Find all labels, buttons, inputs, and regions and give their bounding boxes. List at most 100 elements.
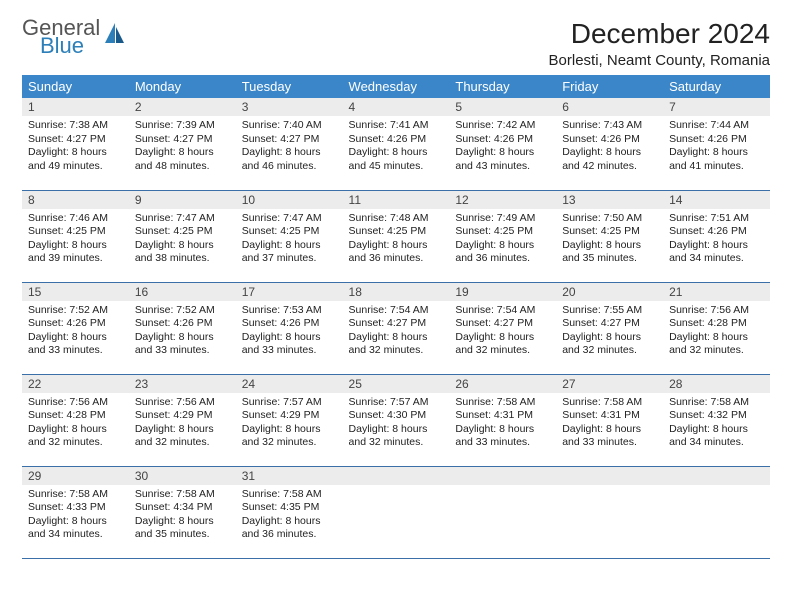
sunset-line: Sunset: 4:25 PM [349,225,444,239]
day-details: Sunrise: 7:49 AMSunset: 4:25 PMDaylight:… [449,209,556,271]
sunrise-line: Sunrise: 7:39 AM [135,119,230,133]
weekday-header: Monday [129,75,236,98]
page-header: General Blue December 2024 Borlesti, Nea… [22,18,770,69]
sunset-line: Sunset: 4:26 PM [669,225,764,239]
sunset-line: Sunset: 4:25 PM [455,225,550,239]
logo-text: General Blue [22,18,100,56]
sunrise-line: Sunrise: 7:58 AM [562,396,657,410]
sunset-line: Sunset: 4:33 PM [28,501,123,515]
location-subtitle: Borlesti, Neamt County, Romania [549,52,770,69]
day-number: 29 [22,467,129,485]
day-details: Sunrise: 7:39 AMSunset: 4:27 PMDaylight:… [129,116,236,178]
day-number: 27 [556,375,663,393]
sunset-line: Sunset: 4:32 PM [669,409,764,423]
logo: General Blue [22,18,126,56]
daylight-line: Daylight: 8 hours and 32 minutes. [455,331,550,358]
day-number: 8 [22,191,129,209]
sunrise-line: Sunrise: 7:52 AM [135,304,230,318]
calendar-day-cell [449,466,556,558]
sunset-line: Sunset: 4:26 PM [28,317,123,331]
daylight-line: Daylight: 8 hours and 34 minutes. [669,239,764,266]
calendar-day-cell: 4Sunrise: 7:41 AMSunset: 4:26 PMDaylight… [343,98,450,190]
sunrise-line: Sunrise: 7:44 AM [669,119,764,133]
calendar-day-cell: 5Sunrise: 7:42 AMSunset: 4:26 PMDaylight… [449,98,556,190]
calendar-day-cell: 28Sunrise: 7:58 AMSunset: 4:32 PMDayligh… [663,374,770,466]
day-details: Sunrise: 7:57 AMSunset: 4:29 PMDaylight:… [236,393,343,455]
sunset-line: Sunset: 4:25 PM [562,225,657,239]
month-title: December 2024 [549,18,770,50]
sunrise-line: Sunrise: 7:56 AM [28,396,123,410]
daylight-line: Daylight: 8 hours and 32 minutes. [562,331,657,358]
day-details: Sunrise: 7:47 AMSunset: 4:25 PMDaylight:… [236,209,343,271]
calendar-day-cell: 13Sunrise: 7:50 AMSunset: 4:25 PMDayligh… [556,190,663,282]
day-number: 7 [663,98,770,116]
daylight-line: Daylight: 8 hours and 49 minutes. [28,146,123,173]
calendar-table: Sunday Monday Tuesday Wednesday Thursday… [22,75,770,559]
daylight-line: Daylight: 8 hours and 41 minutes. [669,146,764,173]
daylight-line: Daylight: 8 hours and 32 minutes. [28,423,123,450]
sunrise-line: Sunrise: 7:47 AM [135,212,230,226]
sunset-line: Sunset: 4:27 PM [455,317,550,331]
sunset-line: Sunset: 4:27 PM [135,133,230,147]
day-details: Sunrise: 7:43 AMSunset: 4:26 PMDaylight:… [556,116,663,178]
calendar-day-cell: 7 Sunrise: 7:44 AMSunset: 4:26 PMDaylight… [663,98,770,190]
sunrise-line: Sunrise: 7:55 AM [562,304,657,318]
calendar-day-cell: 25Sunrise: 7:57 AMSunset: 4:30 PMDayligh… [343,374,450,466]
weekday-header: Wednesday [343,75,450,98]
calendar-day-cell: 17Sunrise: 7:53 AMSunset: 4:26 PMDayligh… [236,282,343,374]
daylight-line: Daylight: 8 hours and 33 minutes. [242,331,337,358]
day-details: Sunrise: 7:46 AMSunset: 4:25 PMDaylight:… [22,209,129,271]
day-details: Sunrise: 7:48 AMSunset: 4:25 PMDaylight:… [343,209,450,271]
day-number-empty [556,467,663,485]
day-details: Sunrise: 7:58 AMSunset: 4:35 PMDaylight:… [236,485,343,547]
sunset-line: Sunset: 4:25 PM [242,225,337,239]
daylight-line: Daylight: 8 hours and 33 minutes. [135,331,230,358]
day-details: Sunrise: 7:58 AMSunset: 4:31 PMDaylight:… [449,393,556,455]
sunrise-line: Sunrise: 7:58 AM [135,488,230,502]
daylight-line: Daylight: 8 hours and 43 minutes. [455,146,550,173]
calendar-day-cell: 27Sunrise: 7:58 AMSunset: 4:31 PMDayligh… [556,374,663,466]
calendar-day-cell: 8Sunrise: 7:46 AMSunset: 4:25 PMDaylight… [22,190,129,282]
day-details: Sunrise: 7:56 AMSunset: 4:29 PMDaylight:… [129,393,236,455]
day-number-empty [343,467,450,485]
calendar-day-cell: 2Sunrise: 7:39 AMSunset: 4:27 PMDaylight… [129,98,236,190]
daylight-line: Daylight: 8 hours and 39 minutes. [28,239,123,266]
day-number: 22 [22,375,129,393]
calendar-day-cell: 14Sunrise: 7:51 AMSunset: 4:26 PMDayligh… [663,190,770,282]
calendar-day-cell: 16Sunrise: 7:52 AMSunset: 4:26 PMDayligh… [129,282,236,374]
title-block: December 2024 Borlesti, Neamt County, Ro… [549,18,770,69]
calendar-day-cell [663,466,770,558]
day-details: Sunrise: 7:58 AMSunset: 4:32 PMDaylight:… [663,393,770,455]
sunrise-line: Sunrise: 7:58 AM [455,396,550,410]
sunset-line: Sunset: 4:29 PM [135,409,230,423]
day-details: Sunrise: 7:56 AMSunset: 4:28 PMDaylight:… [663,301,770,363]
sunset-line: Sunset: 4:27 PM [242,133,337,147]
calendar-day-cell: 26Sunrise: 7:58 AMSunset: 4:31 PMDayligh… [449,374,556,466]
day-details: Sunrise: 7:58 AMSunset: 4:33 PMDaylight:… [22,485,129,547]
sunrise-line: Sunrise: 7:58 AM [669,396,764,410]
sunset-line: Sunset: 4:26 PM [135,317,230,331]
day-number: 25 [343,375,450,393]
daylight-line: Daylight: 8 hours and 33 minutes. [28,331,123,358]
calendar-day-cell: 20Sunrise: 7:55 AMSunset: 4:27 PMDayligh… [556,282,663,374]
daylight-line: Daylight: 8 hours and 42 minutes. [562,146,657,173]
day-number-empty [663,467,770,485]
day-number: 31 [236,467,343,485]
sunrise-line: Sunrise: 7:41 AM [349,119,444,133]
weekday-header: Friday [556,75,663,98]
daylight-line: Daylight: 8 hours and 32 minutes. [135,423,230,450]
daylight-line: Daylight: 8 hours and 33 minutes. [562,423,657,450]
sunset-line: Sunset: 4:27 PM [562,317,657,331]
daylight-line: Daylight: 8 hours and 35 minutes. [562,239,657,266]
daylight-line: Daylight: 8 hours and 34 minutes. [669,423,764,450]
daylight-line: Daylight: 8 hours and 48 minutes. [135,146,230,173]
day-number: 2 [129,98,236,116]
day-number: 12 [449,191,556,209]
day-number: 19 [449,283,556,301]
daylight-line: Daylight: 8 hours and 34 minutes. [28,515,123,542]
calendar-day-cell: 1Sunrise: 7:38 AMSunset: 4:27 PMDaylight… [22,98,129,190]
sunrise-line: Sunrise: 7:54 AM [349,304,444,318]
calendar-day-cell: 9Sunrise: 7:47 AMSunset: 4:25 PMDaylight… [129,190,236,282]
sunset-line: Sunset: 4:26 PM [669,133,764,147]
day-number: 24 [236,375,343,393]
